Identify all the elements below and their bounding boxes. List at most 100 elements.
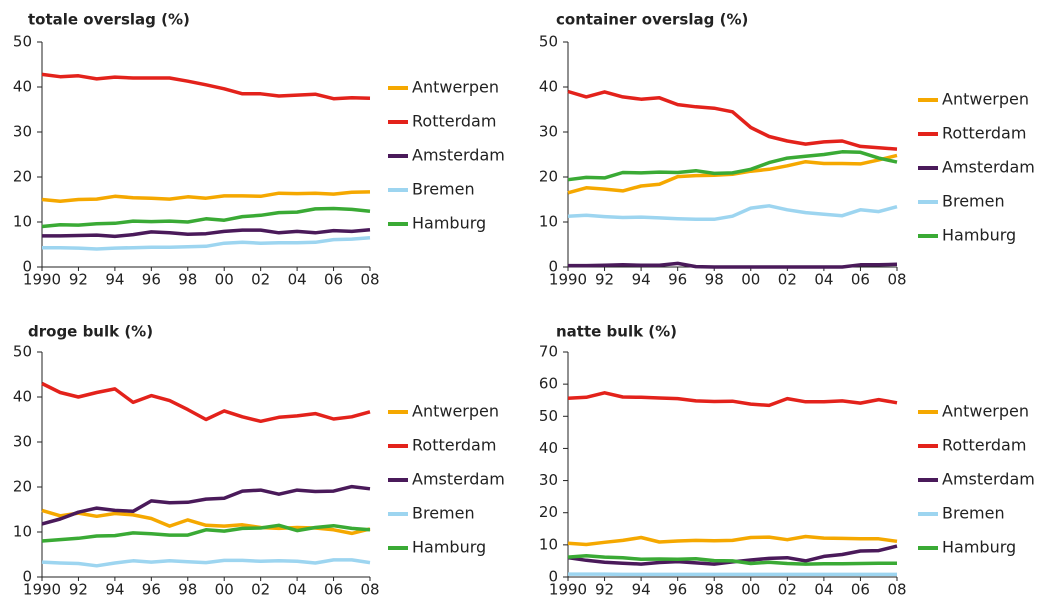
y-tick-label: 10 — [13, 523, 32, 541]
series-line — [42, 236, 371, 251]
x-tick-label: 96 — [142, 271, 161, 289]
legend-label: Hamburg — [942, 226, 1016, 245]
x-tick-label: 08 — [360, 271, 379, 289]
legend-label: Hamburg — [412, 538, 486, 557]
x-tick-label: 92 — [69, 271, 88, 289]
legend-label: Amsterdam — [942, 470, 1035, 489]
series-line — [567, 554, 897, 566]
x-tick-label: 02 — [251, 581, 270, 599]
y-tick-label: 30 — [539, 123, 558, 141]
series-line — [41, 484, 371, 526]
x-tick-label: 1990 — [549, 271, 587, 289]
x-tick-label: 06 — [851, 271, 870, 289]
x-tick-label: 94 — [105, 581, 124, 599]
y-tick-label: 40 — [539, 78, 558, 96]
y-tick-label: 70 — [539, 343, 558, 361]
legend-label: Antwerpen — [412, 78, 499, 97]
x-tick-label: 1990 — [549, 581, 587, 599]
x-tick-label: 04 — [814, 271, 833, 289]
legend-label: Hamburg — [942, 538, 1016, 557]
legend-label: Amsterdam — [412, 470, 505, 489]
series-line — [567, 204, 898, 222]
x-tick-label: 98 — [178, 271, 197, 289]
y-tick-label: 0 — [548, 568, 558, 586]
x-tick-label: 00 — [741, 581, 760, 599]
y-tick-label: 60 — [539, 375, 558, 393]
y-tick-label: 0 — [22, 258, 32, 276]
series-line — [568, 261, 898, 269]
series-line — [41, 523, 371, 543]
legend-label: Bremen — [412, 504, 475, 523]
y-tick-label: 40 — [539, 439, 558, 457]
x-tick-label: 06 — [324, 581, 343, 599]
x-tick-label: 06 — [851, 581, 870, 599]
x-tick-label: 1990 — [23, 581, 61, 599]
y-tick-label: 0 — [22, 568, 32, 586]
y-tick-label: 10 — [539, 535, 558, 553]
y-tick-label: 50 — [13, 33, 32, 51]
series-line — [41, 381, 371, 424]
y-tick-label: 20 — [539, 503, 558, 521]
y-tick-label: 0 — [548, 258, 558, 276]
x-tick-label: 02 — [251, 271, 270, 289]
legend-label: Antwerpen — [412, 402, 499, 421]
x-tick-label: 94 — [632, 271, 651, 289]
x-tick-label: 98 — [705, 581, 724, 599]
y-tick-label: 50 — [13, 343, 32, 361]
x-tick-label: 96 — [668, 581, 687, 599]
y-tick-label: 20 — [13, 168, 32, 186]
series-line — [567, 89, 898, 151]
x-tick-label: 98 — [705, 271, 724, 289]
x-tick-label: 08 — [360, 581, 379, 599]
series-line — [42, 227, 371, 239]
x-tick-label: 02 — [778, 581, 797, 599]
x-tick-label: 00 — [741, 271, 760, 289]
legend-label: Rotterdam — [412, 436, 496, 455]
series-line — [567, 150, 898, 182]
y-tick-label: 50 — [539, 33, 558, 51]
legend-label: Rotterdam — [412, 112, 496, 131]
x-tick-label: 02 — [778, 271, 797, 289]
y-tick-label: 30 — [13, 433, 32, 451]
x-tick-label: 08 — [887, 581, 906, 599]
legend-label: Bremen — [412, 180, 475, 199]
legend-label: Amsterdam — [412, 146, 505, 165]
legend-label: Hamburg — [412, 214, 486, 233]
x-tick-label: 00 — [215, 581, 234, 599]
y-tick-label: 10 — [539, 213, 558, 231]
legend-label: Bremen — [942, 504, 1005, 523]
x-tick-label: 04 — [814, 581, 833, 599]
series-line — [567, 534, 898, 547]
y-tick-label: 40 — [13, 388, 32, 406]
x-tick-label: 92 — [595, 271, 614, 289]
legend-label: Antwerpen — [942, 90, 1029, 109]
series-line — [41, 72, 371, 101]
series-line — [567, 391, 898, 408]
x-tick-label: 94 — [105, 271, 124, 289]
x-tick-label: 06 — [324, 271, 343, 289]
chart-title: container overslag (%) — [556, 11, 748, 29]
x-tick-label: 96 — [142, 581, 161, 599]
legend-label: Rotterdam — [942, 124, 1026, 143]
y-tick-label: 20 — [539, 168, 558, 186]
y-tick-label: 30 — [13, 123, 32, 141]
x-tick-label: 96 — [668, 271, 687, 289]
x-tick-label: 04 — [288, 271, 307, 289]
chart-title: totale overslag (%) — [28, 11, 190, 29]
y-tick-label: 10 — [13, 213, 32, 231]
x-tick-label: 1990 — [23, 271, 61, 289]
x-tick-label: 92 — [69, 581, 88, 599]
legend-label: Rotterdam — [942, 436, 1026, 455]
x-tick-label: 92 — [595, 581, 614, 599]
x-tick-label: 04 — [288, 581, 307, 599]
x-tick-label: 08 — [887, 271, 906, 289]
y-tick-label: 30 — [539, 471, 558, 489]
x-tick-label: 00 — [215, 271, 234, 289]
chart-title: natte bulk (%) — [556, 323, 677, 341]
series-line — [41, 558, 371, 568]
series-line — [41, 206, 371, 229]
y-tick-label: 50 — [539, 407, 558, 425]
legend-label: Bremen — [942, 192, 1005, 211]
legend-label: Antwerpen — [942, 402, 1029, 421]
chart-title: droge bulk (%) — [28, 323, 153, 341]
